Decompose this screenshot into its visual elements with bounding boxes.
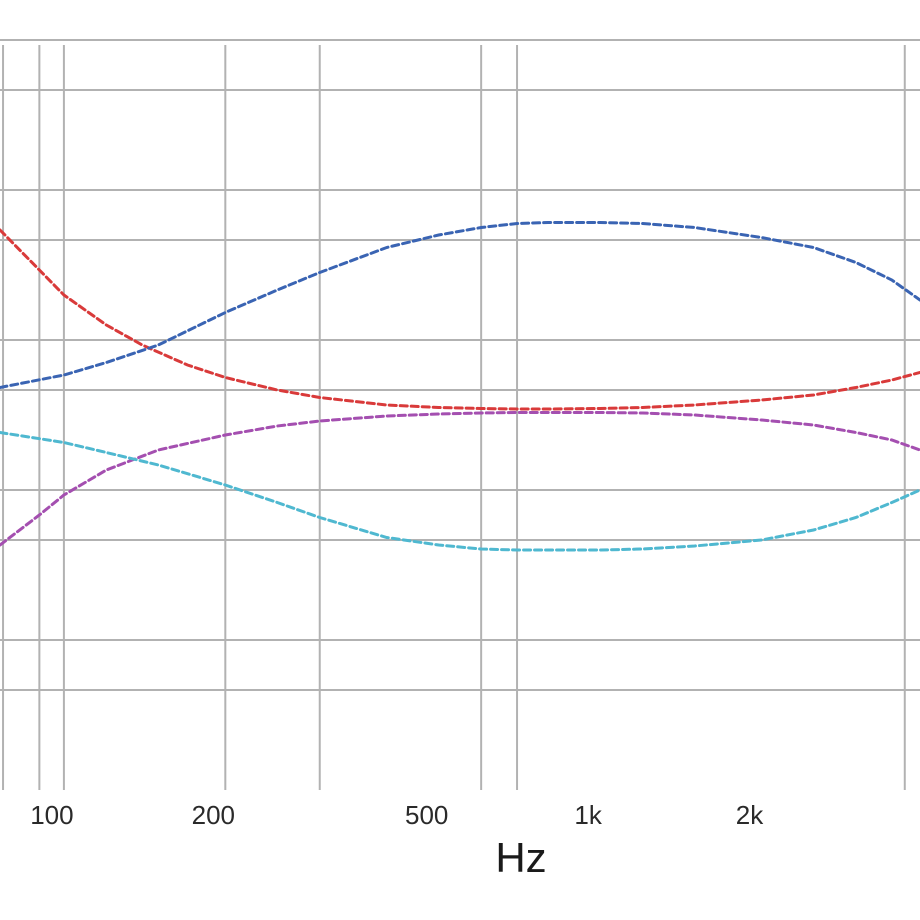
x-tick-label: 200 — [192, 800, 235, 830]
x-tick-label: 100 — [30, 800, 73, 830]
series-line-2 — [0, 221, 920, 389]
series-line-1 — [0, 228, 920, 411]
series-line-3 — [0, 411, 920, 547]
x-axis-title: Hz — [495, 834, 546, 881]
x-tick-labels: 100 200 500 1k 2k — [30, 800, 764, 830]
series-line-4 — [0, 431, 920, 552]
x-tick-label: 2k — [736, 800, 764, 830]
x-tick-label: 1k — [574, 800, 602, 830]
series-layer — [0, 221, 920, 552]
x-gridlines — [2, 45, 906, 790]
x-tick-label: 500 — [405, 800, 448, 830]
y-gridlines — [0, 39, 920, 691]
